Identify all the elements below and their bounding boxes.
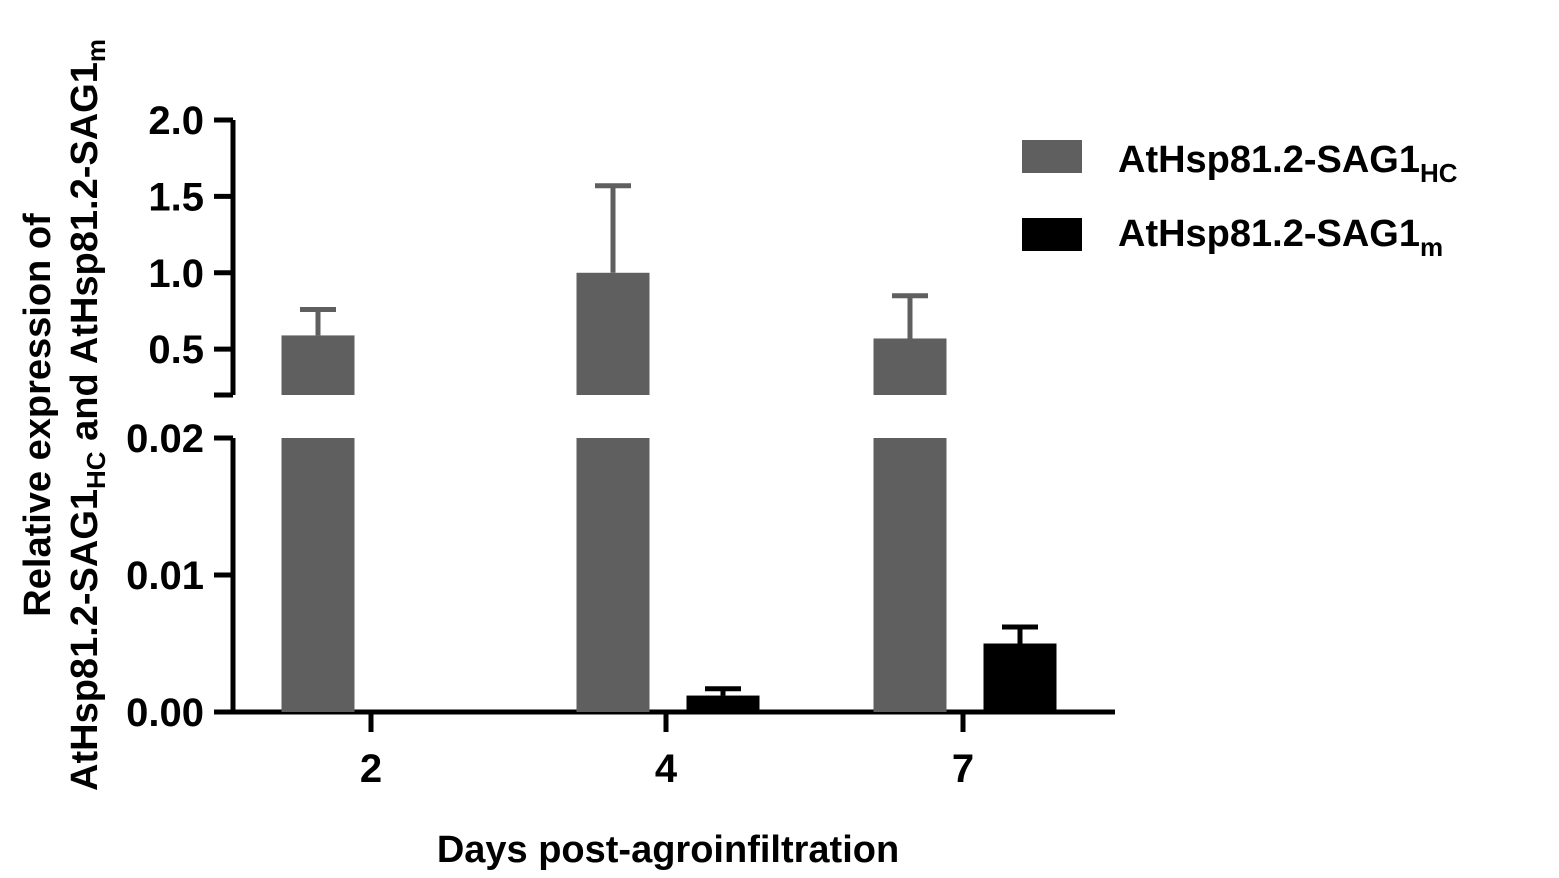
bar-s0-c1-upper <box>576 272 650 395</box>
y-axis-title-part-a: AtHsp81.2-SAG1 <box>64 489 106 791</box>
legend-label-m-main: AtHsp81.2-SAG1 <box>1118 213 1420 255</box>
y-tick-label-upper-2: 1.5 <box>148 175 204 219</box>
legend-label-hc: AtHsp81.2-SAG1HC <box>1118 139 1458 188</box>
legend-swatch-m <box>1022 218 1082 251</box>
y-axis-title: Relative expression of AtHsp81.2-SAG1HC … <box>17 39 111 791</box>
bar-s0-c2-lower <box>873 438 947 712</box>
x-tick-label-2: 7 <box>952 747 974 791</box>
legend-label-m-sub: m <box>1420 232 1443 262</box>
bar-s0-c2-upper <box>873 338 947 395</box>
x-tick-label-0: 2 <box>360 747 382 791</box>
bar-s0-c0-lower <box>281 438 355 712</box>
legend-label-hc-sub: HC <box>1420 158 1458 188</box>
y-tick-label-lower-1: 0.01 <box>126 554 204 598</box>
x-tick-label-1: 4 <box>655 747 678 791</box>
legend-swatch-hc <box>1022 140 1082 173</box>
legend: AtHsp81.2-SAG1HC AtHsp81.2-SAG1m <box>1022 139 1458 262</box>
y-tick-label-lower-0: 0.00 <box>126 691 204 735</box>
y-axis-title-sub-a: HC <box>81 451 111 489</box>
x-ticks: 2 4 7 <box>360 712 974 791</box>
legend-label-hc-main: AtHsp81.2-SAG1 <box>1118 139 1420 181</box>
y-tick-label-lower-2: 0.02 <box>126 417 204 461</box>
bar-s0-c0-upper <box>281 335 355 395</box>
y-axis-title-part-b: and AtHsp81.2-SAG1 <box>64 62 106 451</box>
x-axis-title: Days post-agroinfiltration <box>437 829 899 871</box>
bars <box>281 183 1057 712</box>
bar-s1-c1 <box>686 695 760 712</box>
y-tick-label-upper-3: 2.0 <box>148 99 204 143</box>
bar-s1-c2 <box>983 643 1057 712</box>
y-tick-label-upper-0: 0.5 <box>148 328 204 372</box>
y-ticks: 0.00 0.01 0.02 0.5 1.0 1.5 2.0 <box>126 99 233 735</box>
y-axis <box>214 120 236 712</box>
legend-label-m: AtHsp81.2-SAG1m <box>1118 213 1443 262</box>
y-axis-title-line1: Relative expression of <box>17 213 59 617</box>
bar-s0-c1-lower <box>576 438 650 712</box>
y-tick-label-upper-1: 1.0 <box>148 252 204 296</box>
y-axis-title-sub-b: m <box>81 39 111 62</box>
y-axis-title-line2: AtHsp81.2-SAG1HC and AtHsp81.2-SAG1m <box>64 39 111 791</box>
